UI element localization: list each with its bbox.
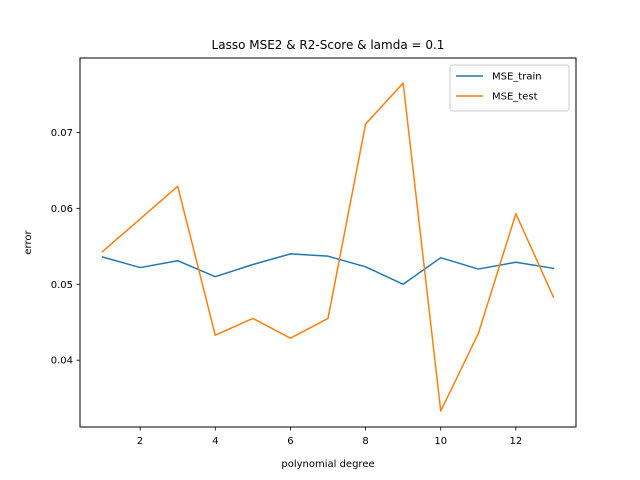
x-tick-label: 8 xyxy=(362,436,368,447)
plot-frame xyxy=(79,57,577,428)
y-axis-label: error xyxy=(23,230,34,255)
series-line-mse-train xyxy=(101,253,555,286)
x-axis-label: polynomial degree xyxy=(281,459,374,470)
x-tick-label: 4 xyxy=(212,436,218,447)
x-tick-label: 12 xyxy=(510,436,523,447)
legend-label-mse-test: MSE_test xyxy=(492,92,538,103)
x-tick-label: 2 xyxy=(137,436,143,447)
y-tick-label: 0.07 xyxy=(51,128,73,139)
x-tick-label: 6 xyxy=(287,436,293,447)
chart-title: Lasso MSE2 & R2-Score & lamda = 0.1 xyxy=(212,38,445,52)
y-axis: 0.04 0.05 0.06 0.07 xyxy=(51,128,80,367)
y-tick-label: 0.05 xyxy=(51,280,73,291)
legend-label-mse-train: MSE_train xyxy=(492,72,542,83)
series-line-mse-test xyxy=(101,82,555,412)
x-axis: 2 4 6 8 10 12 xyxy=(137,427,522,447)
series-layer xyxy=(101,82,555,412)
y-tick-label: 0.06 xyxy=(51,204,73,215)
x-tick-label: 10 xyxy=(434,436,447,447)
legend: MSE_train MSE_test xyxy=(449,64,570,112)
y-tick-label: 0.04 xyxy=(51,356,73,367)
